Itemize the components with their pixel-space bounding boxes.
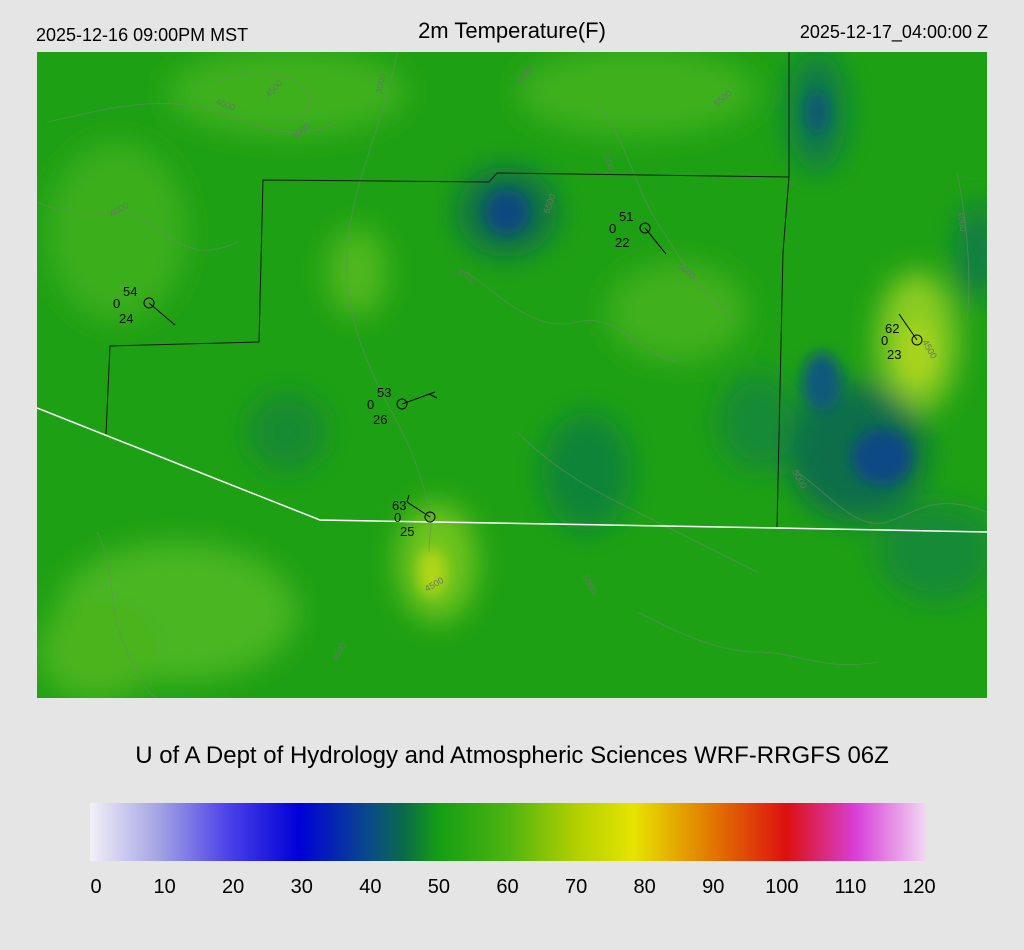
wind-barb — [428, 393, 438, 399]
colorbar-tick-label: 20 — [222, 876, 245, 898]
wind-barb — [406, 494, 410, 503]
colorbar-tick-label: 90 — [702, 876, 725, 898]
colorbar-tick-label: 110 — [834, 876, 867, 898]
colorbar-tick-label: 0 — [90, 876, 102, 898]
station-plot: 51 0 22 — [609, 209, 667, 255]
valid-local-time: 2025-12-16 09:00PM MST — [36, 25, 249, 45]
colorbar-tick-label: 120 — [902, 876, 936, 898]
station-plot: 53 0 26 — [367, 385, 438, 427]
station-precip: 0 — [367, 397, 374, 412]
station-temp: 62 — [885, 321, 899, 336]
colorbar-tick-label: 80 — [633, 876, 656, 898]
station-marker — [911, 334, 923, 346]
station-marker — [639, 222, 651, 234]
station-dewpoint: 25 — [400, 524, 414, 539]
station-precip: 0 — [609, 221, 616, 236]
station-plots: 54 0 24 51 0 22 62 0 23 53 0 26 — [113, 209, 923, 539]
station-plot: 62 0 23 — [881, 313, 923, 362]
state-boundary — [37, 407, 987, 533]
colorbar-tick-label: 50 — [427, 876, 451, 898]
terrain-contours — [37, 52, 987, 698]
valid-utc-time: 2025-12-17_04:00:00 Z — [799, 22, 988, 42]
station-dewpoint: 23 — [887, 347, 901, 362]
station-plot: 63 0 25 — [392, 494, 436, 539]
model-credit: U of A Dept of Hydrology and Atmospheric… — [135, 742, 889, 769]
wind-barb — [406, 501, 431, 518]
contour-label: 3000 — [374, 73, 387, 94]
station-precip: 0 — [394, 510, 401, 525]
county-boundaries — [105, 52, 790, 529]
wind-barb — [148, 302, 176, 326]
station-precip: 0 — [881, 333, 888, 348]
map-title: 2m Temperature(F) — [418, 18, 606, 43]
temperature-colorbar — [90, 803, 926, 861]
colorbar-tick-label: 100 — [765, 876, 799, 898]
station-temp: 53 — [377, 385, 391, 400]
station-temp: 51 — [619, 209, 633, 224]
colorbar-tick-label: 40 — [359, 876, 382, 898]
station-dewpoint: 26 — [373, 412, 387, 427]
colorbar-tick-label: 60 — [496, 876, 519, 898]
colorbar-ticks: 0 10 20 30 40 50 60 70 80 90 100 110 120 — [0, 876, 1024, 906]
station-marker — [424, 511, 436, 523]
station-precip: 0 — [113, 296, 120, 311]
colorbar-tick-label: 10 — [153, 876, 176, 898]
station-dewpoint: 22 — [615, 235, 629, 250]
colorbar-tick-label: 70 — [564, 876, 588, 898]
station-temp: 63 — [392, 498, 406, 513]
temperature-map: 3000 4000 4500 4000 5000 5500 3000 5500 … — [37, 52, 987, 698]
station-temp: 54 — [123, 284, 137, 299]
station-marker — [143, 297, 155, 309]
colorbar-tick-label: 30 — [290, 876, 313, 898]
station-dewpoint: 24 — [119, 311, 133, 326]
station-marker — [396, 398, 408, 410]
wind-barb — [644, 227, 667, 255]
wind-barb — [898, 313, 918, 341]
station-plot: 54 0 24 — [113, 284, 176, 326]
contour-label: 4000 — [955, 211, 968, 232]
